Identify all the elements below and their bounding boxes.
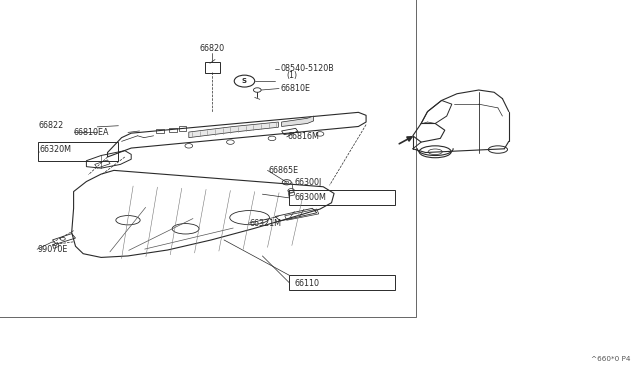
Text: 66321M: 66321M xyxy=(250,219,282,228)
Text: 08540-5120B: 08540-5120B xyxy=(280,64,334,73)
Bar xyxy=(156,129,164,133)
Text: 66816M: 66816M xyxy=(288,132,320,141)
Text: 66810EA: 66810EA xyxy=(74,128,109,137)
Bar xyxy=(179,126,186,131)
Text: 66865E: 66865E xyxy=(269,166,299,175)
Text: 66300M: 66300M xyxy=(294,193,326,202)
Text: (1): (1) xyxy=(287,71,298,80)
Text: 66820: 66820 xyxy=(200,44,225,53)
Text: 66300J: 66300J xyxy=(294,178,322,187)
Text: ^660*0 P4: ^660*0 P4 xyxy=(591,356,630,362)
Text: S: S xyxy=(242,78,247,84)
Text: 66810E: 66810E xyxy=(280,84,310,93)
Text: 66822: 66822 xyxy=(38,121,63,130)
Polygon shape xyxy=(189,122,278,138)
Polygon shape xyxy=(282,116,314,126)
Bar xyxy=(169,128,177,132)
Text: 66110: 66110 xyxy=(294,279,319,288)
Text: 99070E: 99070E xyxy=(37,245,67,254)
Text: 66320M: 66320M xyxy=(40,145,72,154)
